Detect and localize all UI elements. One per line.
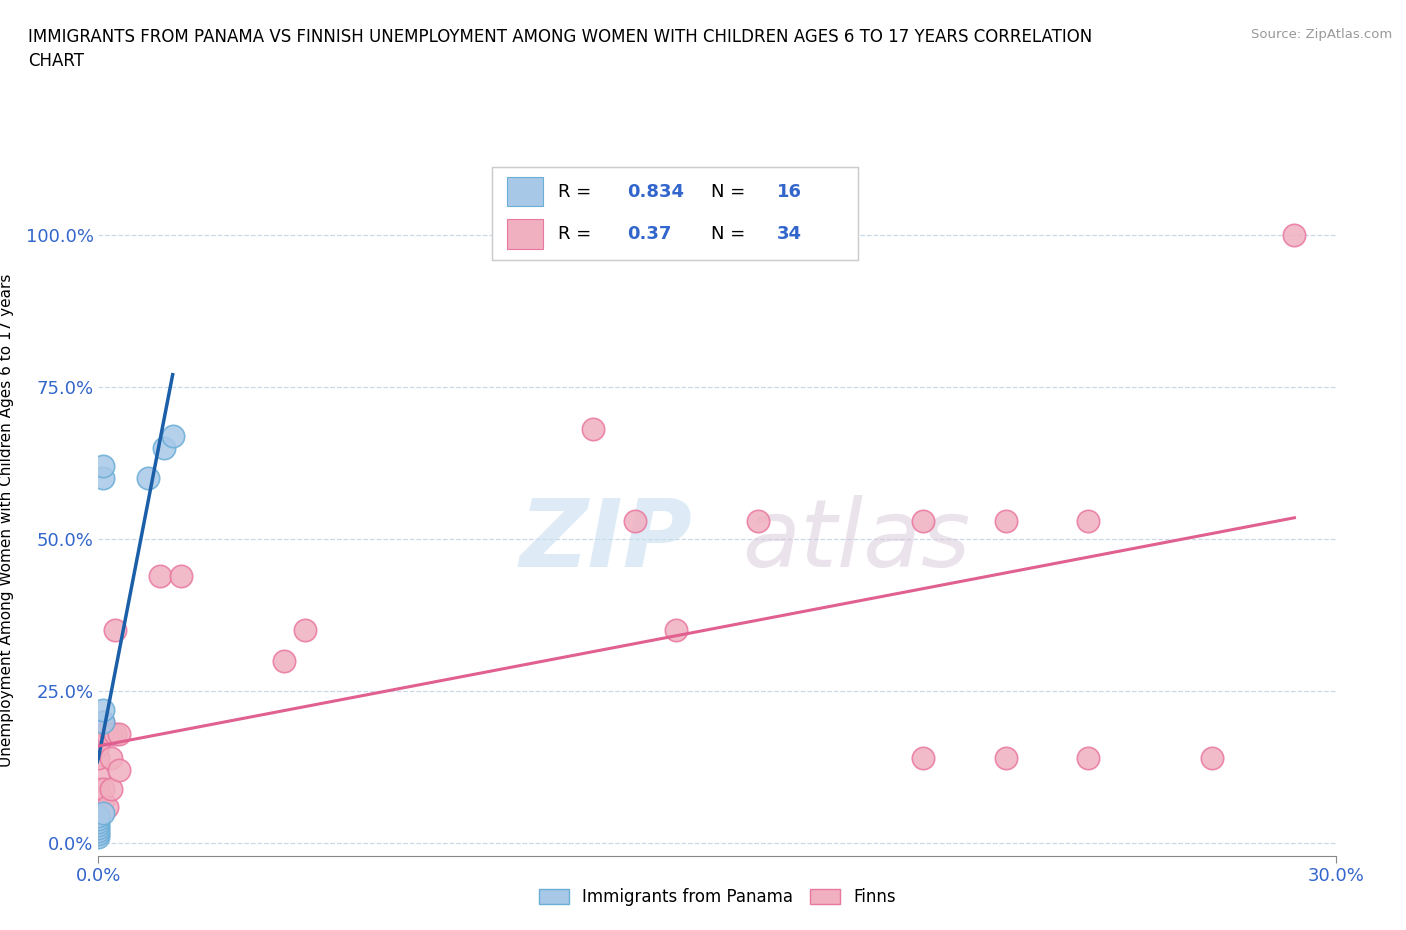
Point — [87, 812, 110, 827]
Point — [1201, 751, 1223, 765]
Point — [104, 726, 127, 741]
Text: Source: ZipAtlas.com: Source: ZipAtlas.com — [1251, 28, 1392, 41]
Point — [87, 781, 110, 796]
Point — [87, 824, 110, 839]
Text: 34: 34 — [778, 225, 803, 244]
Point — [108, 763, 131, 777]
FancyBboxPatch shape — [506, 177, 543, 206]
Point — [87, 751, 110, 765]
Point — [100, 751, 122, 765]
Point — [87, 808, 110, 823]
Text: R =: R = — [558, 225, 598, 244]
Point — [87, 738, 110, 753]
Point — [91, 805, 114, 820]
Point — [104, 623, 127, 638]
Point — [91, 793, 114, 808]
Point — [100, 781, 122, 796]
Text: IMMIGRANTS FROM PANAMA VS FINNISH UNEMPLOYMENT AMONG WOMEN WITH CHILDREN AGES 6 : IMMIGRANTS FROM PANAMA VS FINNISH UNEMPL… — [28, 28, 1092, 70]
Text: 0.37: 0.37 — [627, 225, 672, 244]
Point — [91, 726, 114, 741]
Point — [136, 471, 159, 485]
Point — [91, 458, 114, 473]
Point — [1077, 513, 1099, 528]
Text: N =: N = — [711, 182, 751, 201]
Point — [994, 513, 1017, 528]
Point — [170, 568, 193, 583]
Point — [273, 654, 295, 669]
Text: R =: R = — [558, 182, 598, 201]
Point — [100, 726, 122, 741]
Point — [294, 623, 316, 638]
Point — [87, 827, 110, 842]
Point — [91, 702, 114, 717]
Point — [912, 751, 935, 765]
Point — [96, 726, 118, 741]
Legend: Immigrants from Panama, Finns: Immigrants from Panama, Finns — [530, 880, 904, 914]
Point — [87, 830, 110, 844]
Point — [623, 513, 645, 528]
Point — [149, 568, 172, 583]
Point — [87, 821, 110, 836]
Point — [108, 726, 131, 741]
Point — [994, 751, 1017, 765]
Text: N =: N = — [711, 225, 751, 244]
Point — [747, 513, 769, 528]
Text: 0.834: 0.834 — [627, 182, 685, 201]
Point — [582, 422, 605, 437]
Point — [91, 781, 114, 796]
Text: atlas: atlas — [742, 496, 970, 587]
Point — [87, 769, 110, 784]
Point — [87, 815, 110, 830]
Point — [912, 513, 935, 528]
Point — [91, 471, 114, 485]
Point — [665, 623, 688, 638]
Y-axis label: Unemployment Among Women with Children Ages 6 to 17 years: Unemployment Among Women with Children A… — [0, 274, 14, 767]
Point — [96, 800, 118, 815]
Point — [87, 817, 110, 832]
Point — [91, 714, 114, 729]
Text: ZIP: ZIP — [519, 495, 692, 587]
Point — [1077, 751, 1099, 765]
Point — [162, 428, 184, 443]
FancyBboxPatch shape — [506, 219, 543, 249]
Text: 16: 16 — [778, 182, 803, 201]
Point — [1284, 227, 1306, 242]
Point — [91, 714, 114, 729]
Point — [87, 800, 110, 815]
Point — [153, 440, 176, 455]
